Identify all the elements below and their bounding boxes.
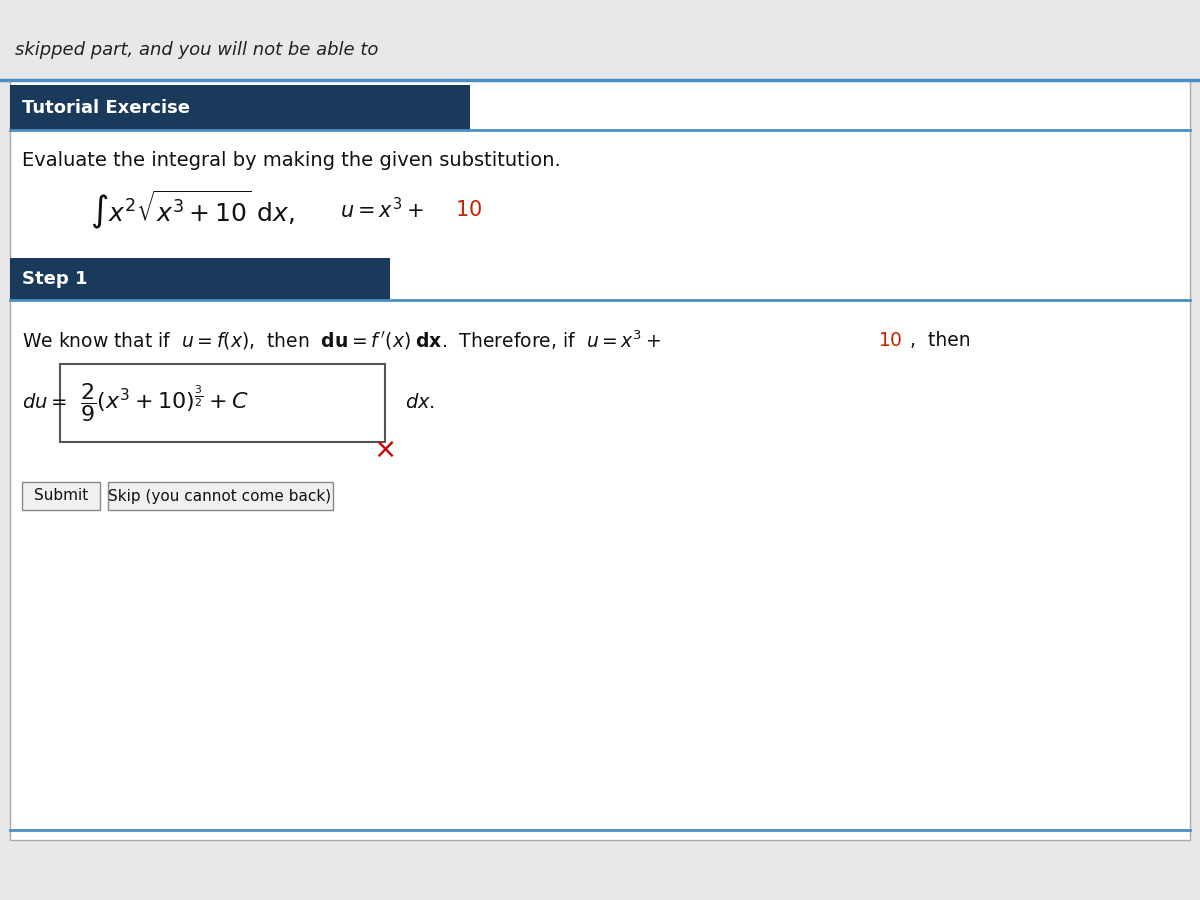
Text: ,  then: , then: [910, 330, 971, 349]
Text: $dx.$: $dx.$: [406, 393, 436, 412]
FancyBboxPatch shape: [22, 482, 100, 510]
FancyBboxPatch shape: [108, 482, 334, 510]
Text: $10$: $10$: [878, 330, 902, 349]
FancyBboxPatch shape: [60, 364, 385, 442]
Text: $\dfrac{2}{9}(x^3 + 10)^{\frac{3}{2}} + C$: $\dfrac{2}{9}(x^3 + 10)^{\frac{3}{2}} + …: [80, 382, 250, 425]
Text: Step 1: Step 1: [22, 270, 88, 288]
Text: $10$: $10$: [455, 200, 482, 220]
Text: We know that if  $u = f(x)$,  then  $\mathbf{du} = f\,'(x)\; \mathbf{dx}$.  Ther: We know that if $u = f(x)$, then $\mathb…: [22, 328, 661, 352]
Text: $\int x^2\sqrt{x^3 + 10}\; \mathrm{d}x,$: $\int x^2\sqrt{x^3 + 10}\; \mathrm{d}x,$: [90, 189, 294, 231]
Text: Submit: Submit: [34, 489, 88, 503]
Text: Tutorial Exercise: Tutorial Exercise: [22, 99, 190, 117]
Text: Skip (you cannot come back): Skip (you cannot come back): [108, 489, 331, 503]
Text: $u = x^3 + $: $u = x^3 + $: [340, 197, 424, 222]
Text: skipped part, and you will not be able to: skipped part, and you will not be able t…: [14, 41, 378, 59]
FancyBboxPatch shape: [10, 85, 470, 130]
Text: $du = $: $du = $: [22, 393, 67, 412]
FancyBboxPatch shape: [10, 80, 1190, 840]
Text: Evaluate the integral by making the given substitution.: Evaluate the integral by making the give…: [22, 150, 560, 169]
Text: $\times$: $\times$: [373, 436, 395, 464]
FancyBboxPatch shape: [10, 258, 390, 300]
